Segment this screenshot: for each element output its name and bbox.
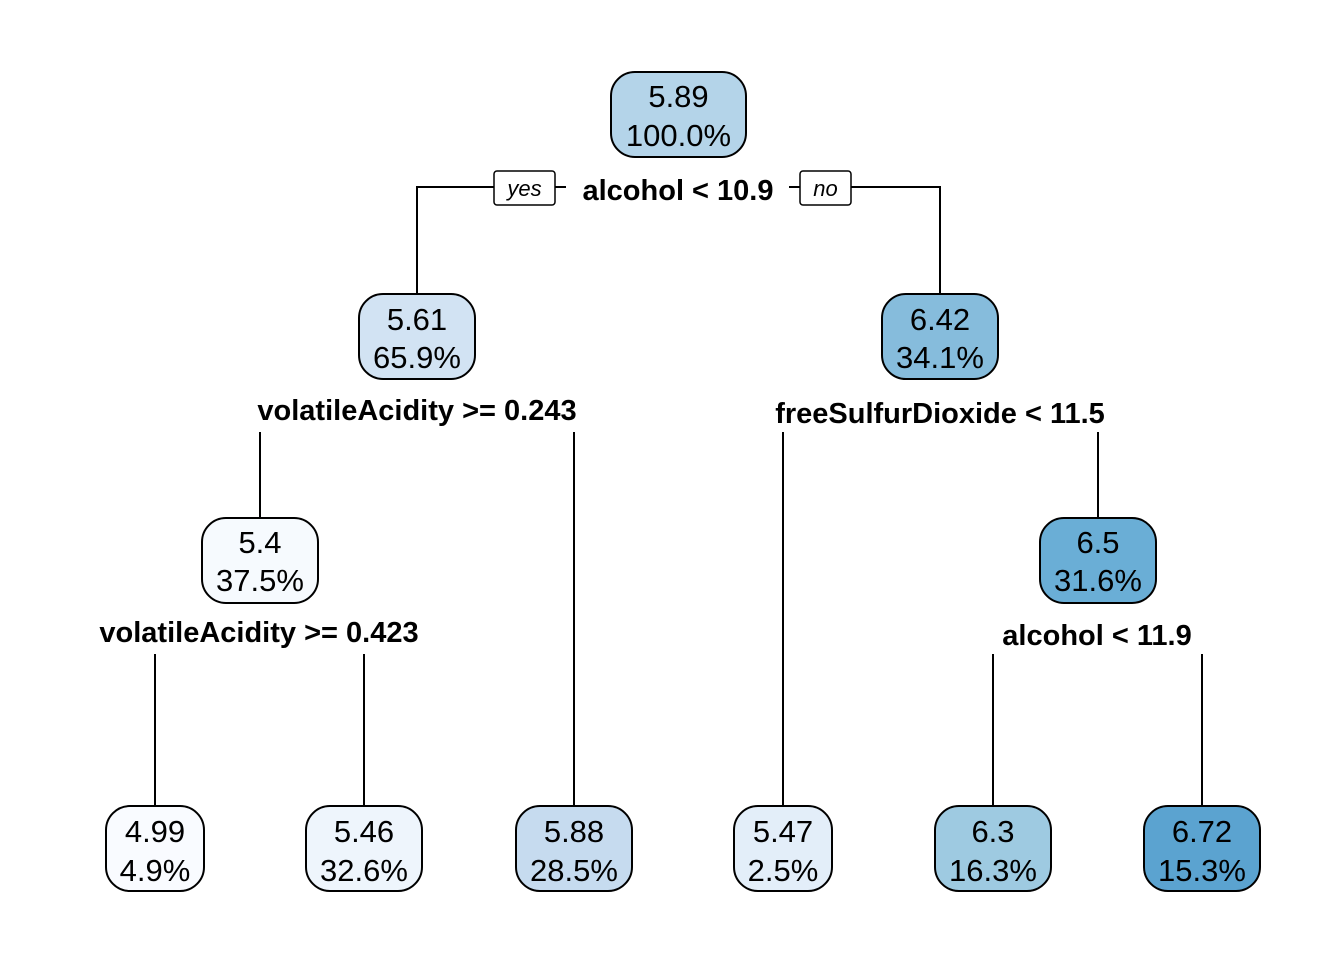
node-box (358, 293, 476, 380)
node-percent: 65.9% (373, 340, 461, 375)
node-percent: 4.9% (120, 853, 191, 888)
tree-leaf-2: 5.46 32.6% (305, 805, 423, 892)
split-label-n3: freeSulfurDioxide < 11.5 (775, 398, 1105, 430)
yes-label: yes (505, 176, 541, 201)
node-value: 5.89 (648, 79, 708, 114)
node-box (515, 805, 633, 892)
node-box (105, 805, 205, 892)
node-box (881, 293, 999, 380)
tree-leaf-5: 6.3 16.3% (934, 805, 1052, 892)
node-percent: 32.6% (320, 853, 408, 888)
node-percent: 2.5% (748, 853, 819, 888)
split-label-n2: volatileAcidity >= 0.243 (257, 395, 576, 427)
node-value: 6.3 (971, 814, 1014, 849)
tree-node-sulfur-high: 6.5 31.6% (1039, 517, 1157, 604)
node-box (610, 71, 747, 158)
split-label-root: alcohol < 10.9 (582, 175, 773, 207)
node-value: 4.99 (125, 814, 185, 849)
no-tag: no (799, 170, 852, 206)
node-box (733, 805, 833, 892)
node-box (1039, 517, 1157, 604)
tree-leaf-1: 4.99 4.9% (105, 805, 205, 892)
tree-node-alcohol-low: 5.61 65.9% (358, 293, 476, 380)
split-labels: alcohol < 10.9 volatileAcidity >= 0.243 … (99, 175, 1191, 652)
node-box (201, 517, 319, 604)
tree-leaf-3: 5.88 28.5% (515, 805, 633, 892)
node-percent: 34.1% (896, 340, 984, 375)
node-value: 6.42 (910, 302, 970, 337)
node-box (934, 805, 1052, 892)
node-percent: 100.0% (626, 118, 731, 153)
node-percent: 15.3% (1158, 853, 1246, 888)
node-value: 5.46 (334, 814, 394, 849)
tree-leaf-6: 6.72 15.3% (1143, 805, 1261, 892)
tree-leaf-4: 5.47 2.5% (733, 805, 833, 892)
split-label-n4: volatileAcidity >= 0.423 (99, 617, 418, 649)
yes-tag: yes (493, 170, 556, 206)
node-box (1143, 805, 1261, 892)
tree-nodes: 5.89 100.0% 5.61 65.9% 6.42 34.1% 5.4 37… (105, 71, 1261, 892)
tree-edges (154, 186, 1203, 806)
edge-root-no (851, 186, 941, 294)
node-value: 5.61 (387, 302, 447, 337)
no-label: no (813, 176, 837, 201)
tree-node-volatile-high: 5.4 37.5% (201, 517, 319, 604)
node-percent: 28.5% (530, 853, 618, 888)
edge-root-yes (416, 186, 494, 294)
node-percent: 37.5% (216, 563, 304, 598)
node-value: 5.4 (238, 525, 281, 560)
node-value: 6.72 (1172, 814, 1232, 849)
split-label-n5: alcohol < 11.9 (1002, 620, 1191, 652)
node-box (305, 805, 423, 892)
node-percent: 16.3% (949, 853, 1037, 888)
node-value: 5.47 (753, 814, 813, 849)
node-value: 5.88 (544, 814, 604, 849)
node-value: 6.5 (1076, 525, 1119, 560)
node-percent: 31.6% (1054, 563, 1142, 598)
tree-node-root: 5.89 100.0% (610, 71, 747, 158)
tree-node-alcohol-high: 6.42 34.1% (881, 293, 999, 380)
